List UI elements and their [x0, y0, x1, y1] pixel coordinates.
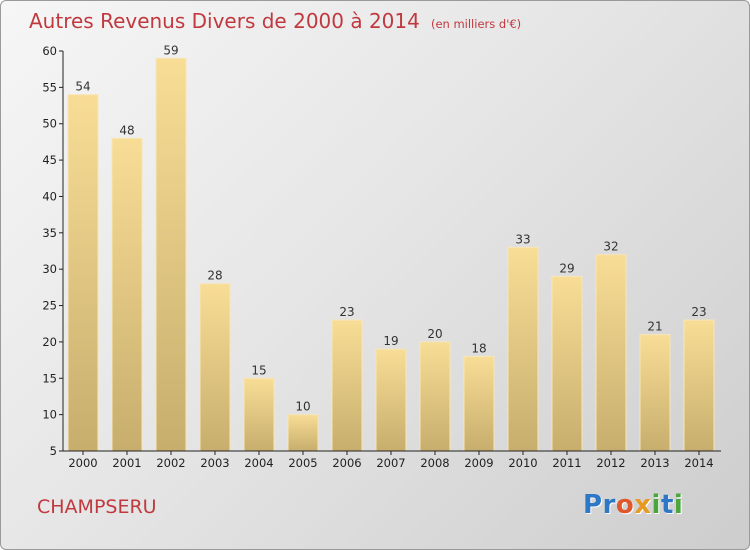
x-tick-label-2003: 2003: [200, 456, 229, 470]
data-label-2000: 54: [75, 80, 90, 94]
bar-2009: [463, 355, 495, 452]
bar-2014: [683, 319, 715, 452]
bar-2008: [419, 341, 451, 452]
x-tick-label-2007: 2007: [376, 456, 405, 470]
data-label-2005: 10: [295, 400, 310, 414]
x-tick-label-2013: 2013: [640, 456, 669, 470]
y-tick-label-60: 60: [42, 44, 57, 58]
data-label-2012: 32: [603, 240, 618, 254]
x-tick-label-2002: 2002: [156, 456, 185, 470]
data-label-2006: 23: [339, 305, 354, 319]
data-label-2014: 23: [691, 305, 706, 319]
y-tick-label-20: 20: [42, 335, 57, 349]
chart-title-unit: (en milliers d'€): [430, 17, 522, 31]
bar-2012: [595, 254, 627, 452]
bar-2004: [243, 377, 275, 452]
x-tick-label-2006: 2006: [332, 456, 361, 470]
commune-name: CHAMPSERU: [37, 496, 157, 518]
bar-2005: [287, 414, 319, 452]
proxiti-logo: Proxiti: [583, 490, 684, 520]
x-tick-label-2012: 2012: [596, 456, 625, 470]
x-tick-label-2010: 2010: [508, 456, 537, 470]
bar-2000: [67, 94, 99, 452]
bar-2002: [155, 57, 187, 452]
x-tick-label-2014: 2014: [684, 456, 713, 470]
y-tick-label-25: 25: [42, 299, 57, 313]
y-tick-label-5: 5: [50, 444, 57, 458]
bar-2013: [639, 334, 671, 452]
data-label-2004: 15: [251, 363, 266, 377]
data-label-2010: 33: [515, 232, 530, 246]
y-tick-label-10: 10: [42, 408, 57, 422]
data-label-2011: 29: [559, 261, 574, 275]
y-tick-label-50: 50: [42, 117, 57, 131]
data-label-2007: 19: [383, 334, 398, 348]
x-tick-label-2011: 2011: [552, 456, 581, 470]
data-label-2013: 21: [647, 320, 662, 334]
x-tick-label-2000: 2000: [68, 456, 97, 470]
x-tick-label-2004: 2004: [244, 456, 273, 470]
y-tick-label-40: 40: [42, 189, 57, 203]
data-label-2001: 48: [119, 123, 134, 137]
x-tick-label-2008: 2008: [420, 456, 449, 470]
x-tick-label-2001: 2001: [112, 456, 141, 470]
bar-2001: [111, 137, 143, 452]
y-tick-label-15: 15: [42, 371, 57, 385]
bar-2006: [331, 319, 363, 452]
x-tick-label-2005: 2005: [288, 456, 317, 470]
bar-2003: [199, 283, 231, 452]
data-label-2009: 18: [471, 341, 486, 355]
bar-2011: [551, 275, 583, 452]
data-label-2002: 59: [163, 43, 178, 57]
data-label-2003: 28: [207, 269, 222, 283]
bars-group: 54 48 59 28 15 10 23 19 20 18 33 29 32 21 23: [67, 43, 715, 452]
y-tick-label-30: 30: [42, 262, 57, 276]
chart-title: Autres Revenus Divers de 2000 à 2014 (en…: [29, 9, 521, 33]
axes-group: 2000 2001 2002 2003 2004 2005 2006 2007 2008 2009…: [42, 44, 721, 470]
chart-title-main: Autres Revenus Divers de 2000 à 2014: [29, 9, 420, 33]
x-tick-label-2009: 2009: [464, 456, 493, 470]
y-tick-label-35: 35: [42, 226, 57, 240]
bar-2007: [375, 348, 407, 452]
data-label-2008: 20: [427, 327, 442, 341]
y-tick-label-45: 45: [42, 153, 57, 167]
bar-2010: [507, 246, 539, 452]
y-tick-label-55: 55: [42, 80, 57, 94]
